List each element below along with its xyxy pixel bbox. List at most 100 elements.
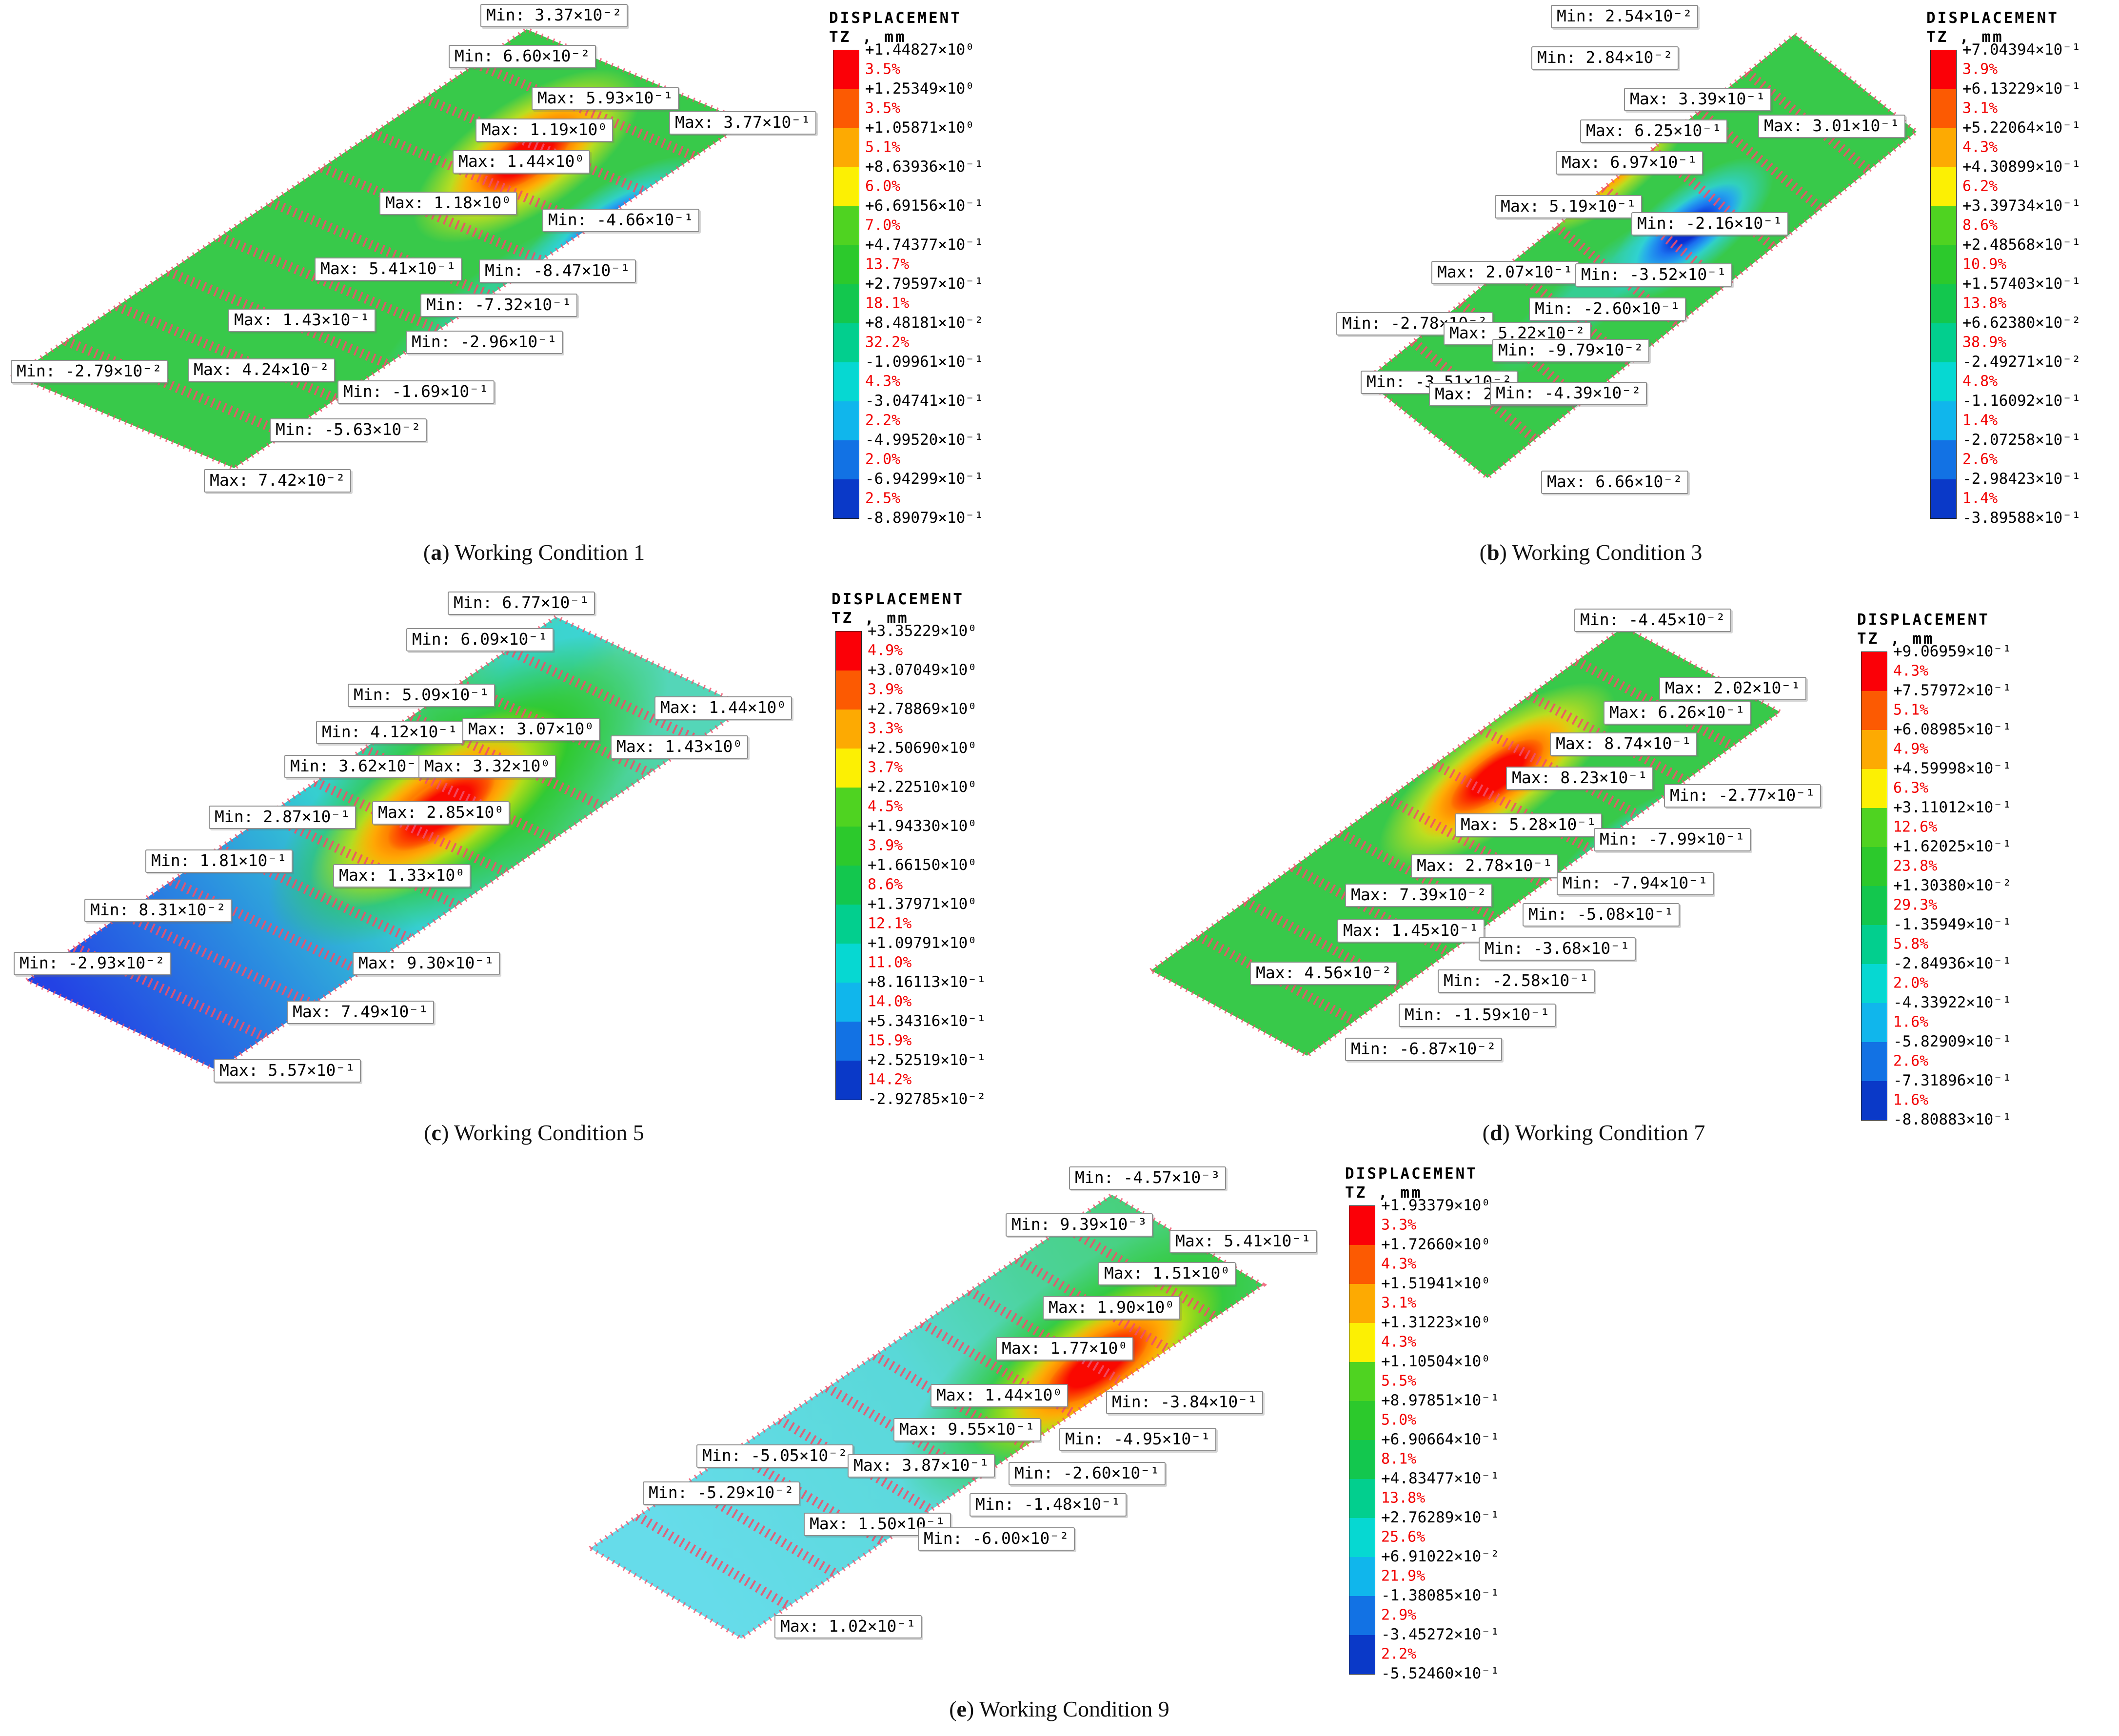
legend-percent-c-1: 4.9% — [868, 642, 903, 659]
legend-color-segment — [1349, 1323, 1375, 1362]
legend-color-segment — [836, 866, 861, 905]
annotation-max-label-c-7: Max: 1.43×10⁰ — [611, 735, 749, 759]
annotation-max-label-b-13: Max: 5.22×10⁻² — [1444, 322, 1591, 345]
legend-color-segment — [1349, 1557, 1375, 1596]
caption-text-a: Working Condition 1 — [455, 540, 645, 565]
legend-value-d-7: +1.30380×10⁻² — [1893, 877, 2012, 894]
stiffener-hatch-line — [474, 59, 697, 161]
legend-percent-b-5: 8.6% — [1962, 217, 1998, 234]
annotation-min-label-e-2: Min: 9.39×10⁻³ — [1006, 1213, 1153, 1237]
annotation-max-label-e-4: Max: 1.51×10⁰ — [1098, 1262, 1236, 1285]
annotation-max-label-c-13: Max: 1.33×10⁰ — [333, 864, 471, 888]
stiffener-hatch-line — [320, 163, 543, 265]
legend-value-c-10: +8.16113×10⁻¹ — [868, 973, 986, 991]
legend-percent-d-9: 2.0% — [1893, 974, 1929, 992]
legend-percent-b-2: 3.1% — [1962, 99, 1998, 117]
caption-letter-d: d — [1489, 1120, 1503, 1145]
annotation-min-label-d-10: Min: -7.94×10⁻¹ — [1557, 872, 1714, 895]
legend-value-c-9: +1.09791×10⁰ — [868, 934, 977, 952]
legend-value-b-10: -1.16092×10⁻¹ — [1962, 392, 2081, 410]
legend-percent-b-7: 13.8% — [1962, 295, 2007, 312]
stiffener-hatch-line — [1014, 1255, 1171, 1354]
legend-value-e-1: +1.93379×10⁰ — [1381, 1197, 1490, 1214]
annotation-min-label-b-8: Min: -2.16×10⁻¹ — [1631, 212, 1789, 236]
legend-value-a-3: +1.05871×10⁰ — [865, 119, 974, 137]
annotation-min-label-d-16: Min: -2.58×10⁻¹ — [1438, 969, 1595, 993]
legend-percent-a-9: 4.3% — [865, 373, 901, 390]
annotation-min-label-c-15: Min: -2.93×10⁻² — [14, 952, 171, 975]
annotation-max-label-e-9: Max: 9.55×10⁻¹ — [893, 1418, 1041, 1441]
annotation-max-label-e-3: Max: 5.41×10⁻¹ — [1169, 1230, 1317, 1253]
legend-value-b-6: +2.48568×10⁻¹ — [1962, 236, 2081, 254]
stiffener-hatch-line — [682, 1480, 839, 1578]
legend-percent-a-4: 6.0% — [865, 178, 901, 195]
legend-color-segment — [833, 440, 859, 479]
annotation-min-label-a-13: Min: -2.96×10⁻¹ — [406, 331, 563, 354]
legend-value-c-1: +3.35229×10⁰ — [868, 622, 977, 640]
legend-percent-b-10: 1.4% — [1962, 412, 1998, 429]
annotation-max-label-e-5: Max: 1.90×10⁰ — [1043, 1296, 1181, 1320]
legend-value-d-1: +9.06959×10⁻¹ — [1893, 643, 2012, 660]
annotation-min-label-b-2: Min: 2.84×10⁻² — [1531, 46, 1679, 70]
legend-value-b-11: -2.07258×10⁻¹ — [1962, 431, 2081, 449]
annotation-max-label-a-6: Max: 1.44×10⁰ — [453, 150, 591, 174]
legend-value-b-12: -2.98423×10⁻¹ — [1962, 470, 2081, 488]
legend-colorbar-e — [1349, 1205, 1375, 1675]
legend-color-segment — [1349, 1635, 1375, 1674]
plate-d-hotspot — [1379, 682, 1616, 868]
legend-value-b-9: -2.49271×10⁻² — [1962, 353, 2081, 371]
legend-percent-c-2: 3.9% — [868, 681, 903, 698]
annotation-min-label-a-16: Min: -1.69×10⁻¹ — [337, 380, 495, 404]
legend-color-segment — [1349, 1518, 1375, 1557]
legend-colorbar-a — [833, 50, 859, 519]
legend-title-a: DISPLACEMENT TZ , mm — [829, 9, 962, 46]
annotation-min-label-e-13: Min: -2.60×10⁻¹ — [1009, 1462, 1166, 1485]
legend-color-segment — [836, 827, 861, 866]
stiffener-hatch-line — [635, 1512, 792, 1611]
legend-value-e-4: +1.31223×10⁰ — [1381, 1314, 1490, 1331]
legend-percent-b-6: 10.9% — [1962, 256, 2007, 273]
legend-percent-c-4: 3.7% — [868, 759, 903, 776]
legend-colorbar-b — [1930, 50, 1957, 519]
annotation-min-label-e-14: Min: -5.29×10⁻² — [643, 1481, 800, 1505]
annotation-min-label-c-8: Min: 3.62×10⁻¹ — [284, 755, 432, 778]
annotation-max-label-d-2: Max: 2.02×10⁻¹ — [1659, 677, 1807, 700]
legend-percent-a-3: 5.1% — [865, 138, 901, 156]
annotation-min-label-b-11: Min: -2.60×10⁻¹ — [1529, 297, 1686, 321]
legend-color-segment — [836, 905, 861, 944]
legend-color-segment — [833, 245, 859, 284]
legend-value-b-2: +6.13229×10⁻¹ — [1962, 80, 2081, 98]
legend-color-segment — [1349, 1440, 1375, 1479]
legend-percent-b-3: 4.3% — [1962, 138, 1998, 156]
stiffener-hatch-line — [1432, 760, 1593, 854]
annotation-max-label-a-18: Max: 7.42×10⁻² — [204, 469, 352, 493]
legend-value-d-2: +7.57972×10⁻¹ — [1893, 682, 2012, 699]
legend-color-segment — [1862, 925, 1887, 964]
annotation-min-label-b-14: Min: -9.79×10⁻² — [1492, 339, 1650, 362]
annotation-min-label-d-14: Min: -3.68×10⁻¹ — [1479, 937, 1636, 961]
legend-value-c-7: +1.66150×10⁰ — [868, 856, 977, 874]
legend-percent-c-6: 3.9% — [868, 837, 903, 854]
annotation-min-label-c-14: Min: 8.31×10⁻² — [84, 899, 232, 922]
annotation-max-label-c-9: Max: 3.32×10⁰ — [418, 755, 556, 778]
stiffener-hatch-line — [422, 94, 646, 196]
legend-percent-a-5: 7.0% — [865, 217, 901, 234]
annotation-min-label-e-17: Min: -6.00×10⁻² — [918, 1527, 1075, 1551]
annotation-min-label-c-1: Min: 6.77×10⁻¹ — [448, 592, 595, 615]
legend-percent-d-5: 12.6% — [1893, 818, 1938, 836]
annotation-min-label-d-1: Min: -4.45×10⁻² — [1574, 609, 1732, 632]
annotation-max-label-b-4: Max: 6.25×10⁻¹ — [1580, 119, 1728, 143]
legend-color-segment — [1931, 284, 1956, 323]
legend-color-segment — [1862, 847, 1887, 886]
annotation-max-label-c-17: Max: 7.49×10⁻¹ — [287, 1001, 435, 1024]
legend-color-segment — [1862, 1081, 1887, 1120]
legend-value-e-12: -3.45272×10⁻¹ — [1381, 1626, 1500, 1643]
legend-percent-d-11: 2.6% — [1893, 1052, 1929, 1070]
annotation-max-label-d-3: Max: 6.26×10⁻¹ — [1604, 701, 1751, 725]
legend-color-segment — [1349, 1362, 1375, 1401]
legend-color-segment — [1931, 50, 1956, 89]
annotation-max-label-d-7: Max: 5.28×10⁻¹ — [1455, 813, 1603, 837]
legend-percent-c-8: 12.1% — [868, 915, 912, 932]
annotation-min-label-e-10: Min: -4.95×10⁻¹ — [1059, 1428, 1217, 1451]
legend-value-c-2: +3.07049×10⁰ — [868, 661, 977, 679]
